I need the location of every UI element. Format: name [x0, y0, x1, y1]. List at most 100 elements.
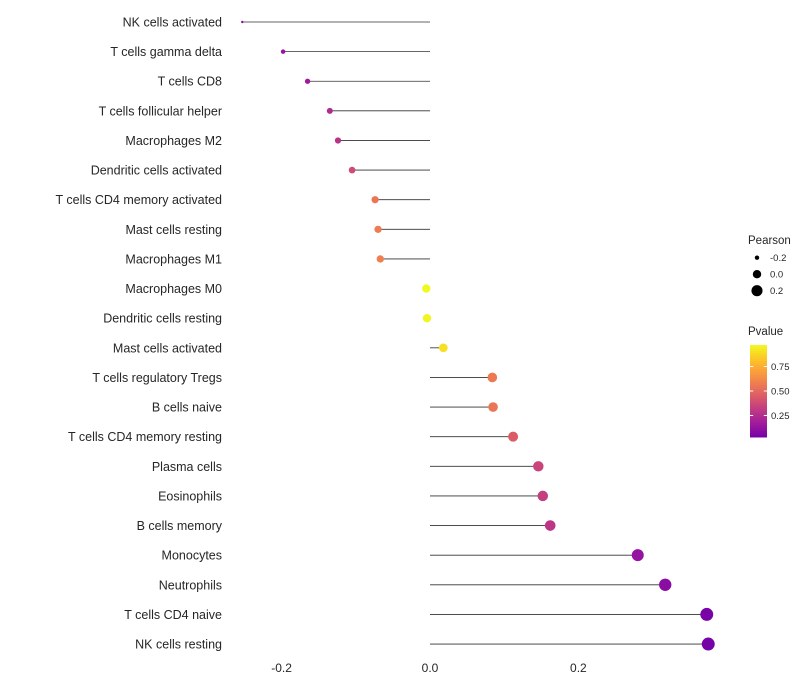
lollipop-dot [487, 372, 498, 383]
y-axis-label: Macrophages M2 [125, 134, 222, 148]
color-legend-gradient-step [750, 401, 767, 404]
lollipop-dot [280, 49, 286, 54]
y-axis-label: Eosinophils [158, 489, 222, 503]
color-legend-gradient-step [750, 397, 767, 400]
color-legend-gradient-step [750, 385, 767, 388]
color-legend-gradient-step [750, 377, 767, 380]
size-legend-dot [751, 285, 763, 297]
color-legend-gradient-step [750, 407, 767, 410]
y-axis-label: B cells naive [152, 401, 222, 415]
y-axis-label: T cells regulatory Tregs [92, 371, 222, 385]
color-legend-gradient-step [750, 433, 767, 436]
lollipop-dot [334, 137, 342, 144]
color-legend-gradient-step [750, 413, 767, 416]
lollipop-dot [374, 225, 382, 233]
color-legend-gradient-step [750, 419, 767, 422]
color-legend-gradient-step [750, 427, 767, 430]
color-legend-gradient-step [750, 423, 767, 426]
color-legend-gradient-step [750, 435, 767, 438]
y-axis-label: Monocytes [162, 549, 222, 563]
lollipop-dot [304, 78, 311, 84]
color-legend-gradient-step [750, 389, 767, 392]
color-legend-gradient-step [750, 353, 767, 356]
color-legend-gradient-step [750, 375, 767, 378]
x-axis-tick-label: 0.2 [570, 661, 587, 675]
color-legend-gradient-step [750, 391, 767, 394]
size-legend-dot [752, 269, 762, 279]
y-axis-label: T cells follicular helper [99, 104, 222, 118]
lollipop-dot [533, 461, 544, 472]
lollipop-dot [326, 107, 333, 114]
y-axis-label: Dendritic cells resting [103, 312, 222, 326]
color-legend-title: Pvalue [748, 326, 783, 338]
y-axis-label: Mast cells resting [125, 223, 222, 237]
y-axis-label: NK cells activated [123, 16, 222, 30]
y-axis-label: Macrophages M1 [125, 252, 222, 266]
y-axis-label: Neutrophils [159, 578, 222, 592]
y-axis-label: T cells CD4 memory resting [68, 430, 222, 444]
lollipop-dot [371, 196, 379, 204]
lollipop-dot [488, 402, 498, 412]
color-legend-gradient-step [750, 429, 767, 432]
lollipop-dot [544, 520, 556, 531]
x-axis-tick-label: 0.0 [422, 661, 439, 675]
size-legend-label: -0.2 [770, 253, 786, 264]
y-axis-label: Dendritic cells activated [91, 164, 222, 178]
color-legend-gradient-step [750, 405, 767, 408]
color-legend-gradient-step [750, 383, 767, 386]
y-axis-label: NK cells resting [135, 638, 222, 652]
color-legend-label: 0.50 [771, 386, 790, 397]
color-legend-gradient-step [750, 399, 767, 402]
color-legend-gradient-step [750, 347, 767, 350]
lollipop-dot [659, 578, 672, 591]
color-legend-gradient-step [750, 379, 767, 382]
color-legend-gradient-step [750, 417, 767, 420]
y-axis-label: T cells CD8 [158, 75, 222, 89]
color-legend-gradient-step [750, 355, 767, 358]
color-legend-label: 0.75 [771, 362, 790, 373]
lollipop-dot [422, 314, 432, 323]
y-axis-label: T cells CD4 memory activated [56, 193, 223, 207]
color-legend-gradient-step [750, 369, 767, 372]
y-axis-label: Macrophages M0 [125, 282, 222, 296]
size-legend-dot [754, 255, 760, 260]
lollipop-dot [508, 431, 519, 442]
color-legend-label: 0.25 [771, 411, 790, 422]
color-legend-gradient-step [750, 395, 767, 398]
color-legend-gradient-step [750, 425, 767, 428]
y-axis-label: Mast cells activated [113, 341, 222, 355]
y-axis-label: T cells CD4 naive [124, 608, 222, 622]
color-legend-gradient-step [750, 359, 767, 362]
color-legend-gradient-step [750, 415, 767, 418]
size-legend-title: Pearson [748, 235, 791, 247]
lollipop-dot [439, 343, 448, 353]
size-legend-label: 0.0 [770, 270, 783, 281]
color-legend-gradient-step [750, 393, 767, 396]
color-legend-gradient-step [750, 411, 767, 414]
color-legend-gradient-step [750, 409, 767, 412]
color-legend-gradient-step [750, 403, 767, 406]
y-axis-label: Plasma cells [152, 460, 222, 474]
color-legend-gradient-step [750, 371, 767, 374]
lollipop-dot [241, 20, 244, 24]
color-legend-gradient-step [750, 345, 767, 348]
color-legend-gradient-step [750, 365, 767, 368]
color-legend-gradient-step [750, 357, 767, 360]
x-axis-tick-label: -0.2 [271, 661, 292, 675]
color-legend-gradient-step [750, 367, 767, 370]
color-legend-gradient-step [750, 349, 767, 352]
lollipop-dot [376, 255, 384, 263]
size-legend-label: 0.2 [770, 286, 783, 297]
color-legend-gradient-step [750, 351, 767, 354]
color-legend-gradient-step [750, 421, 767, 424]
lollipop-dot [537, 490, 549, 502]
lollipop-dot [348, 166, 356, 174]
lollipop-dot [700, 607, 714, 621]
color-legend-gradient-step [750, 381, 767, 384]
color-legend-gradient-step [750, 363, 767, 366]
y-axis-label: B cells memory [137, 519, 223, 533]
color-legend-gradient-step [750, 361, 767, 364]
color-legend-gradient-step [750, 387, 767, 390]
